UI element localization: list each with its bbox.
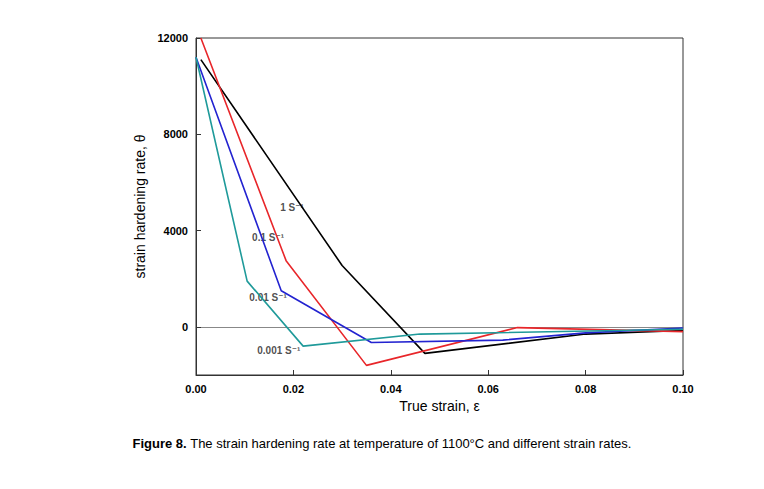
svg-text:12000: 12000 — [157, 32, 188, 44]
svg-text:0.1 S⁻¹: 0.1 S⁻¹ — [252, 232, 285, 243]
svg-text:0.001 S⁻¹: 0.001 S⁻¹ — [257, 345, 301, 356]
svg-text:0.02: 0.02 — [283, 383, 304, 395]
svg-text:The strain hardening rate at t: The strain hardening rate at temperature… — [187, 436, 632, 451]
svg-text:Figure 8.: Figure 8. — [133, 436, 187, 451]
svg-text:0.06: 0.06 — [477, 383, 498, 395]
svg-text:0.10: 0.10 — [672, 383, 693, 395]
svg-text:8000: 8000 — [164, 128, 188, 140]
svg-text:4000: 4000 — [164, 225, 188, 237]
svg-text:True strain, ε: True strain, ε — [399, 398, 479, 414]
svg-text:1 S⁻¹: 1 S⁻¹ — [280, 202, 304, 214]
svg-text:0: 0 — [182, 321, 188, 333]
svg-text:0.00: 0.00 — [185, 383, 206, 395]
svg-text:0.08: 0.08 — [575, 383, 596, 395]
svg-text:0.01 S⁻¹: 0.01 S⁻¹ — [249, 292, 287, 303]
svg-text:0.04: 0.04 — [380, 383, 402, 395]
svg-text:strain hardening rate, θ: strain hardening rate, θ — [132, 134, 148, 278]
